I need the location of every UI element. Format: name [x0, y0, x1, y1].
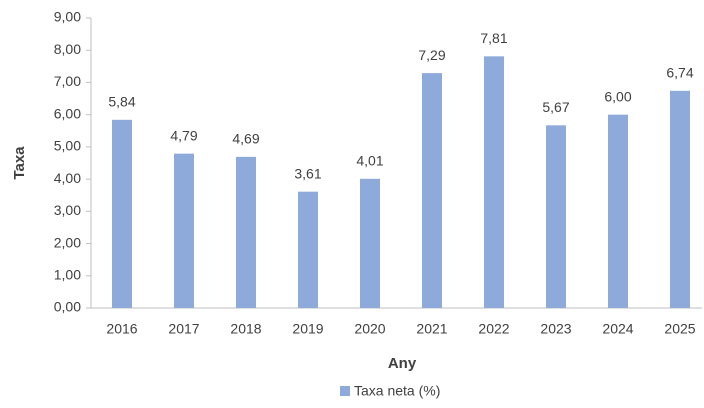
bar	[112, 119, 132, 308]
data-label: 6,00	[604, 88, 631, 104]
y-tick-label: 8,00	[54, 41, 81, 57]
x-axis-title: Any	[388, 355, 417, 372]
bar	[174, 153, 194, 308]
data-label: 4,69	[232, 131, 259, 147]
data-label: 5,84	[108, 94, 135, 110]
data-label: 4,01	[356, 152, 383, 168]
x-tick-label: 2018	[230, 321, 261, 337]
x-tick-label: 2017	[168, 321, 199, 337]
x-tick-label: 2023	[540, 321, 571, 337]
bar	[422, 73, 442, 308]
bar	[360, 178, 380, 308]
bar	[670, 90, 690, 308]
data-label: 3,61	[294, 165, 321, 181]
x-tick-label: 2025	[664, 321, 695, 337]
y-tick-label: 2,00	[54, 234, 81, 250]
y-tick-label: 5,00	[54, 138, 81, 154]
y-tick-label: 6,00	[54, 105, 81, 121]
y-tick-label: 1,00	[54, 266, 81, 282]
x-tick-label: 2016	[106, 321, 137, 337]
x-tick-label: 2022	[478, 321, 509, 337]
x-tick-label: 2024	[602, 321, 633, 337]
bar	[484, 56, 504, 308]
data-label: 5,67	[542, 99, 569, 115]
y-tick-label: 7,00	[54, 73, 81, 89]
x-tick-label: 2019	[292, 321, 323, 337]
y-tick-label: 3,00	[54, 202, 81, 218]
y-axis-title: Taxa	[11, 146, 28, 180]
data-label: 6,74	[666, 65, 693, 81]
y-tick-label: 4,00	[54, 170, 81, 186]
bar	[298, 191, 318, 308]
x-tick-label: 2021	[416, 321, 447, 337]
y-tick-label: 0,00	[54, 299, 81, 315]
y-tick-label: 9,00	[54, 9, 81, 25]
x-tick-label: 2020	[354, 321, 385, 337]
bar	[608, 114, 628, 309]
data-label: 7,29	[418, 47, 445, 63]
data-label: 7,81	[480, 30, 507, 46]
legend-label: Taxa neta (%)	[354, 383, 440, 399]
legend-swatch	[340, 386, 350, 396]
data-label: 4,79	[170, 127, 197, 143]
bar	[236, 156, 256, 308]
bar	[546, 125, 566, 308]
